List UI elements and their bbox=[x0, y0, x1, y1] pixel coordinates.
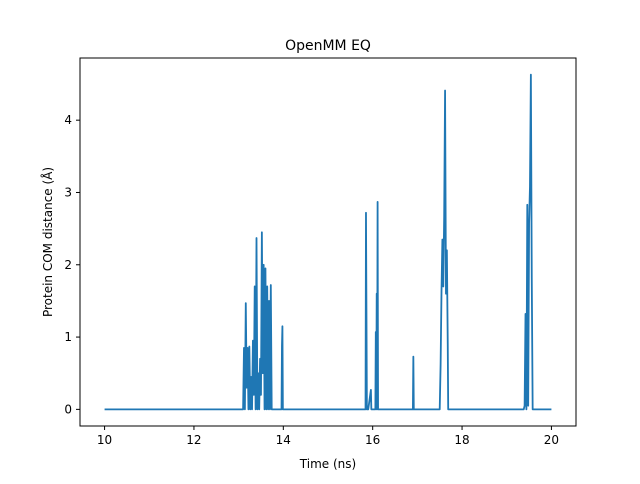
x-tick-label: 10 bbox=[97, 433, 112, 447]
y-tick-label: 2 bbox=[64, 258, 72, 272]
x-tick-label: 12 bbox=[186, 433, 201, 447]
y-tick-label: 0 bbox=[64, 402, 72, 416]
plot-layer bbox=[104, 73, 552, 411]
axes-frame bbox=[79, 57, 577, 427]
chart-title: OpenMM EQ bbox=[285, 38, 371, 54]
x-tick-label: 16 bbox=[365, 433, 380, 447]
series-line-0 bbox=[104, 73, 552, 411]
x-tick-label: 18 bbox=[454, 433, 469, 447]
y-axis-label: Protein COM distance (Å) bbox=[40, 167, 55, 317]
x-tick-label: 14 bbox=[276, 433, 291, 447]
y-tick-label: 1 bbox=[64, 330, 72, 344]
x-axis: 10 12 14 16 18 20 bbox=[97, 426, 559, 447]
x-tick-label: 20 bbox=[544, 433, 559, 447]
y-axis: 0 1 2 3 4 bbox=[64, 113, 80, 416]
y-tick-label: 3 bbox=[64, 185, 72, 199]
x-axis-label: Time (ns) bbox=[299, 457, 356, 471]
y-tick-label: 4 bbox=[64, 113, 72, 127]
